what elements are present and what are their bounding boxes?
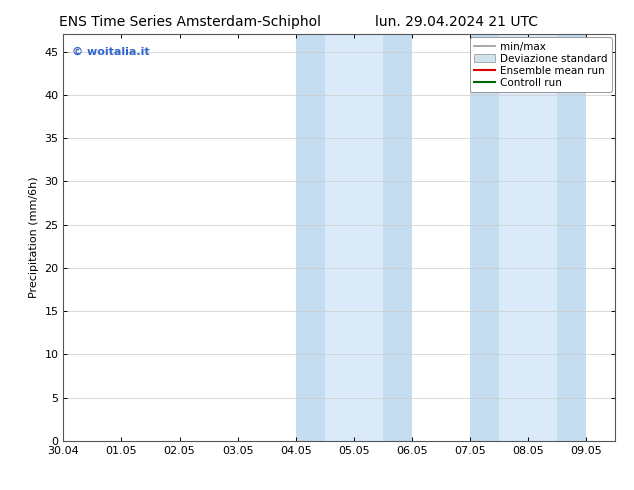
Bar bbox=[325, 34, 383, 441]
Bar bbox=[499, 34, 557, 441]
Bar bbox=[557, 34, 586, 441]
Bar bbox=[383, 34, 411, 441]
Text: lun. 29.04.2024 21 UTC: lun. 29.04.2024 21 UTC bbox=[375, 15, 538, 29]
Legend: min/max, Deviazione standard, Ensemble mean run, Controll run: min/max, Deviazione standard, Ensemble m… bbox=[470, 37, 612, 92]
Text: ENS Time Series Amsterdam-Schiphol: ENS Time Series Amsterdam-Schiphol bbox=[59, 15, 321, 29]
Y-axis label: Precipitation (mm/6h): Precipitation (mm/6h) bbox=[29, 177, 39, 298]
Bar bbox=[470, 34, 499, 441]
Bar bbox=[295, 34, 325, 441]
Text: © woitalia.it: © woitalia.it bbox=[72, 47, 149, 56]
